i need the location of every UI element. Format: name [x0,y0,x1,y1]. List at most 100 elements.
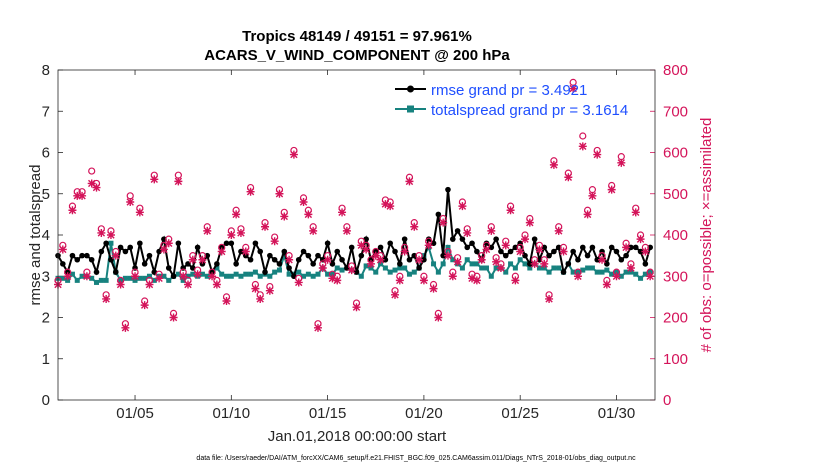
rmse-point [507,248,514,255]
obs-assimilated-point [636,235,645,244]
totalspread-point [257,273,263,279]
totalspread-point [185,273,191,279]
totalspread-point [89,275,95,281]
rmse-line [57,189,652,280]
obs-assimilated-point [521,235,530,244]
rmse-point [397,261,403,267]
totalspread-point [108,240,114,246]
rmse-point [392,248,398,255]
totalspread-point [146,273,152,279]
x-tick-label: 01/15 [309,405,347,422]
totalspread-point [599,269,605,275]
obs-assimilated-point [468,274,477,283]
obs-assimilated-point [328,274,337,283]
totalspread-point [402,265,408,271]
obs-assimilated-point [405,177,414,186]
totalspread-point [479,265,485,271]
obs-assimilated-point [617,158,626,167]
x-tick-label: 01/05 [116,405,154,422]
totalspread-point [363,263,369,269]
rmse-point [305,252,312,259]
rmse-point [459,236,466,242]
obs-possible-point [88,167,96,175]
rmse-point [262,269,268,275]
legend: rmse grand pr = 3.4921 totalspread grand… [395,82,628,119]
left-y-tick-label: 3 [42,268,50,285]
totalspread-point [190,271,196,277]
rmse-point [589,244,596,251]
obs-assimilated-point [222,297,231,305]
rmse-point [469,240,475,247]
totalspread-point [623,269,629,275]
rmse-point [382,256,389,263]
rmse-point [560,269,567,275]
totalspread-point [142,275,148,281]
obs-assimilated-point [131,272,140,281]
obs-assimilated-point [631,208,640,217]
totalspread-point [228,273,234,279]
obs-assimilated-point [111,251,120,260]
obs-assimilated-point [362,245,371,254]
totalspread-point [450,257,456,263]
rmse-point [242,252,249,259]
rmse-point [531,236,538,242]
rmse-point [642,261,649,267]
rmse-point [122,248,129,255]
totalspread-point [392,267,398,273]
totalspread-point [488,273,494,279]
obs-assimilated-point [135,208,144,217]
obs-assimilated-point [217,247,226,256]
obs-assimilated-point [506,206,515,215]
chart-title-line1: Tropics 48149 / 49151 = 97.961% [242,28,472,45]
left-y-tick-label: 2 [42,310,50,327]
totalspread-point [382,265,388,271]
totalspread-point [445,244,451,250]
rmse-point [483,240,490,247]
rmse-point [276,261,283,267]
obs-assimilated-point [525,218,534,227]
left-y-tick-label: 1 [42,351,50,368]
obs-count-layer [54,78,655,332]
totalspread-point [224,273,230,279]
rmse-point [421,256,427,263]
rmse-point [69,252,76,259]
obs-assimilated-point [419,276,428,285]
totalspread-point [609,271,615,277]
totalspread-point [74,277,80,283]
totalspread-point [628,269,634,275]
rmse-point [112,269,119,275]
obs-assimilated-point [179,272,188,281]
rmse-point [60,261,66,267]
obs-assimilated-point [516,247,525,256]
rmse-point [618,256,625,263]
totalspread-point [536,265,542,271]
obs-assimilated-point [304,210,313,219]
obs-assimilated-point [352,303,361,312]
right-y-tick-label: 100 [663,351,688,368]
obs-assimilated-point [198,255,207,264]
rmse-point [551,248,557,255]
legend-spread-label: totalspread grand pr = 3.1614 [431,102,628,119]
totalspread-point [122,275,128,281]
rmse-point [271,256,278,263]
rmse-point [348,244,355,251]
rmse-point [637,248,644,255]
obs-assimilated-point [236,228,245,237]
rmse-point [233,261,239,267]
rmse-point [218,244,225,251]
totalspread-point [204,273,210,279]
obs-assimilated-point [386,202,395,211]
right-y-axis-ticks: 0 100 200 300 400 500 600 700 800 [650,62,688,409]
rmse-point [93,269,100,275]
rmse-point [252,240,259,247]
obs-assimilated-point [289,150,298,159]
obs-possible-point [579,132,587,140]
obs-assimilated-point [391,290,400,299]
totalspread-point [272,269,278,275]
totalspread-point [65,277,71,283]
obs-assimilated-point [155,274,164,283]
rmse-point [103,240,109,247]
rmse-point [324,240,331,247]
x-tick-label: 01/30 [598,405,636,422]
totalspread-point [243,271,249,277]
